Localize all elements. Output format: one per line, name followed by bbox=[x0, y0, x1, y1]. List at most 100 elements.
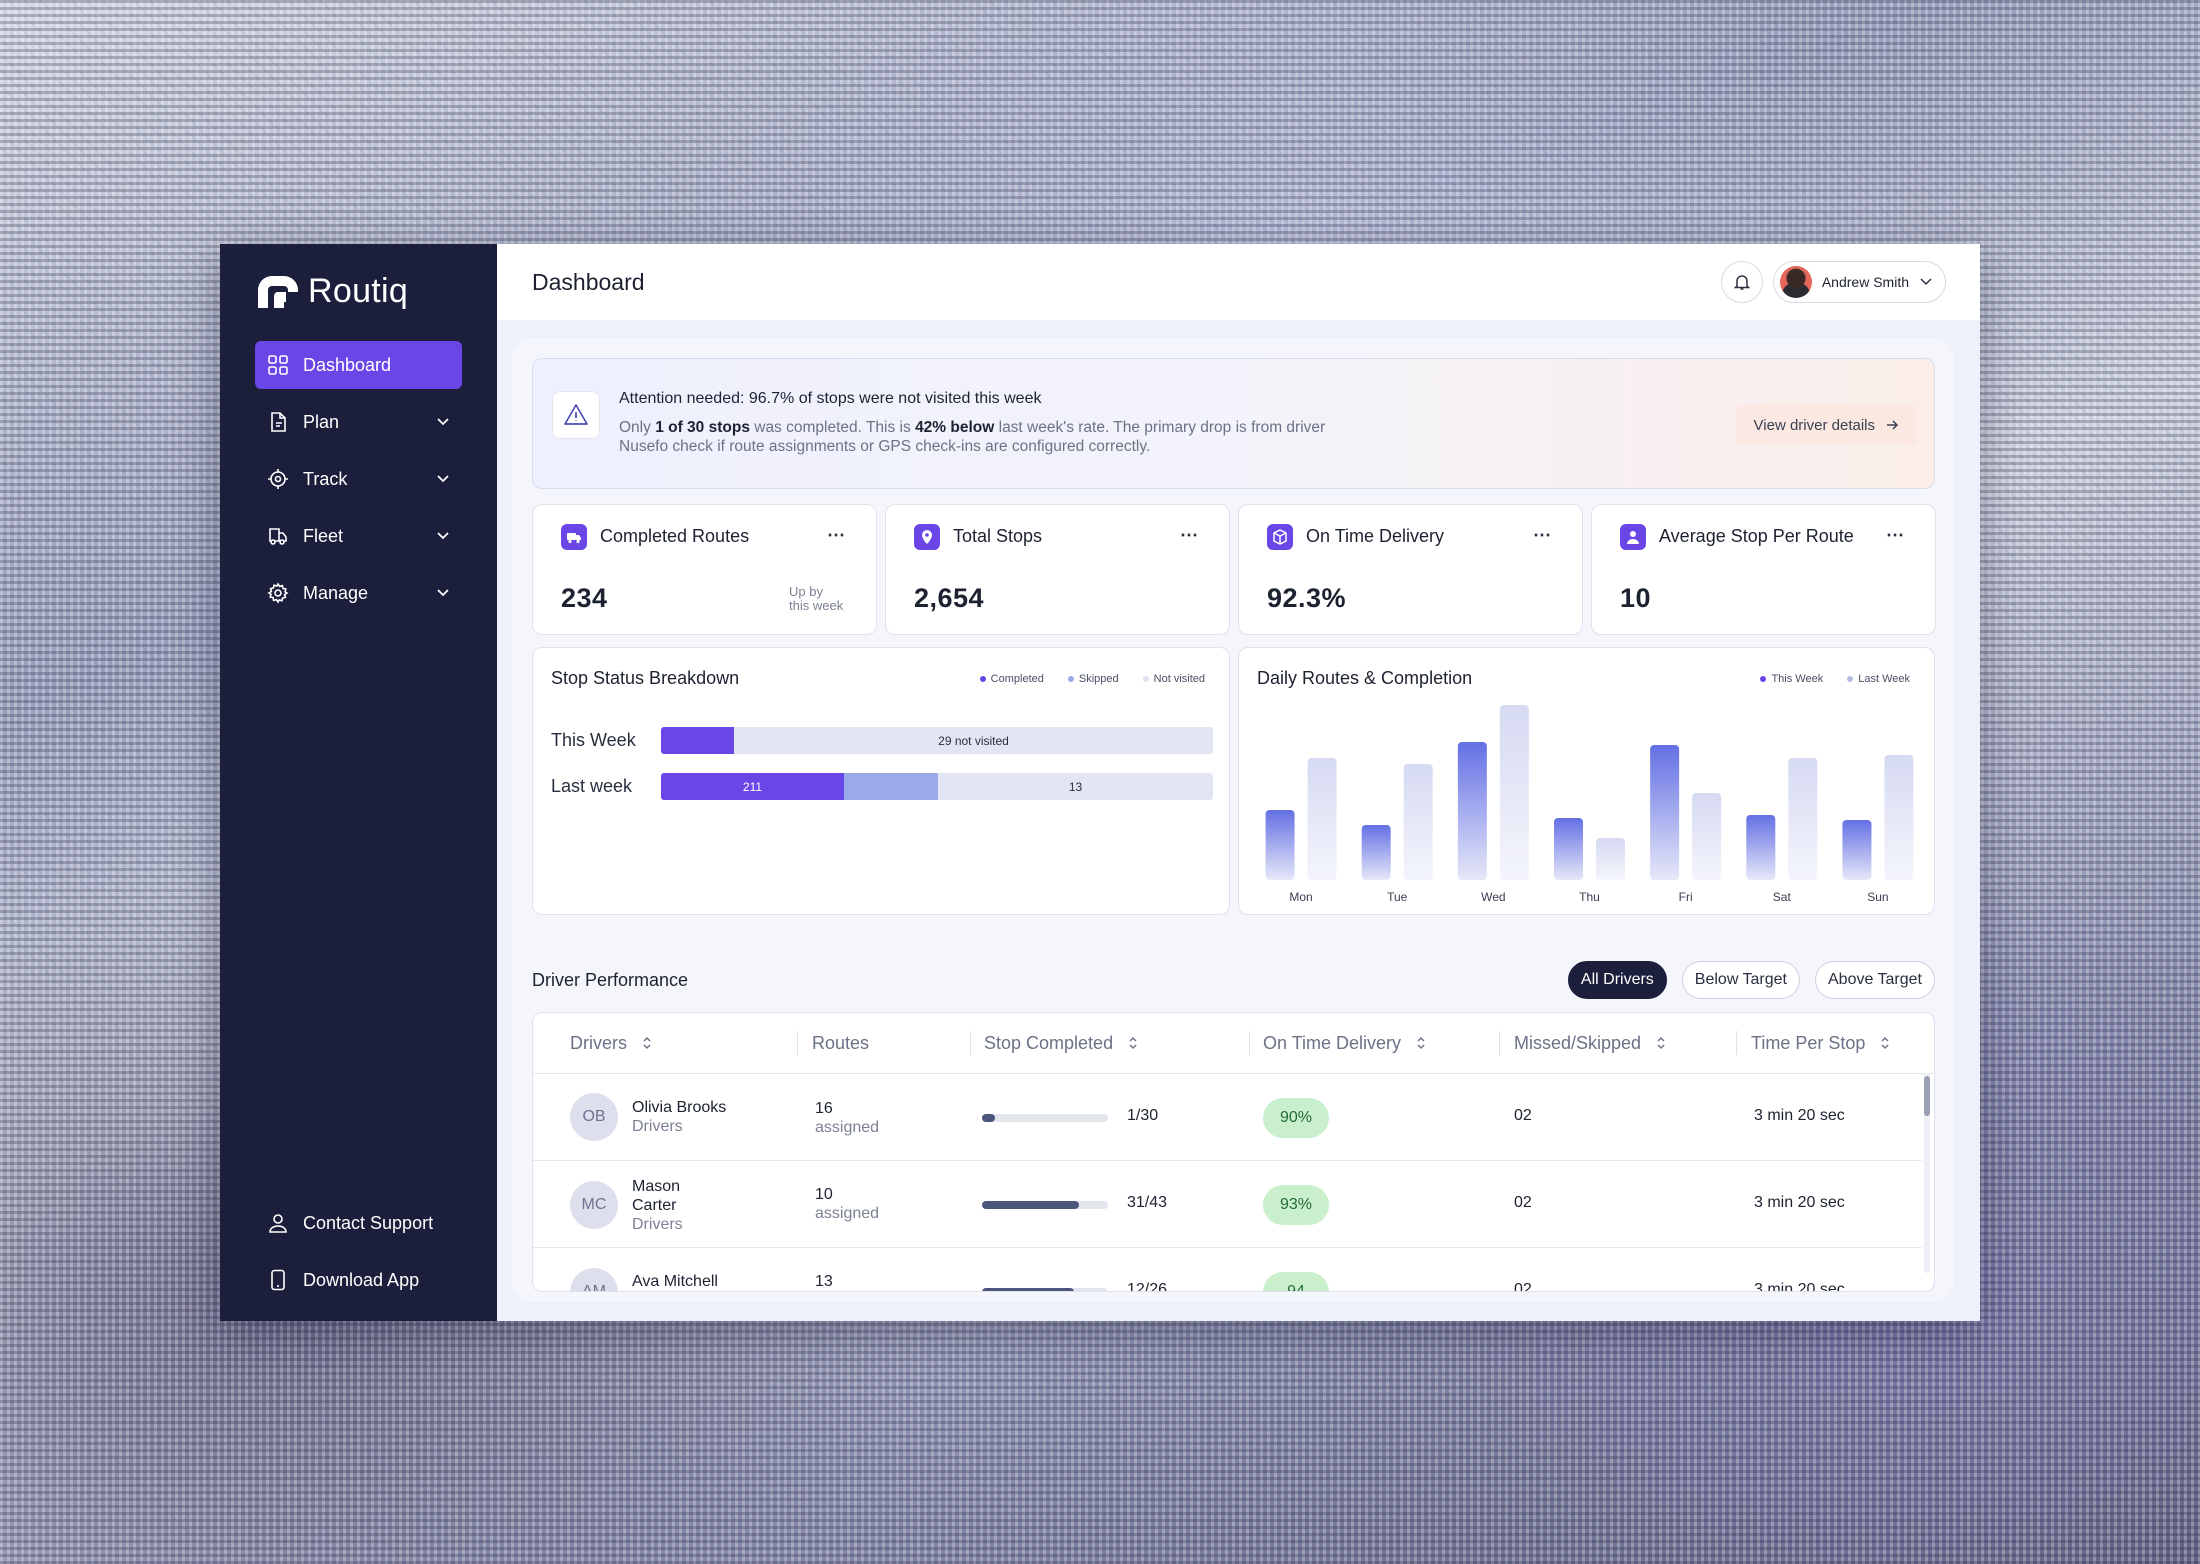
card-title: Stop Status Breakdown bbox=[551, 668, 740, 688]
missed-count: 02 bbox=[1514, 1281, 1532, 1292]
segment-skipped bbox=[844, 773, 938, 800]
sort-icon bbox=[1129, 1036, 1137, 1050]
column-header-label: Stop Completed bbox=[984, 1032, 1114, 1053]
column-header-stop-completed[interactable]: Stop Completed bbox=[984, 1013, 1139, 1073]
table-scrollbar-track[interactable] bbox=[1924, 1073, 1930, 1273]
legend-item-this-week: This Week bbox=[1760, 673, 1823, 685]
column-separator bbox=[970, 1031, 971, 1055]
driver-name: Mason Carter bbox=[632, 1178, 681, 1214]
time-per-stop: 3 min 20 sec bbox=[1754, 1281, 1845, 1292]
bar-last-week-tue[interactable] bbox=[1403, 764, 1433, 880]
stacked-bar[interactable]: 29 not visited bbox=[661, 727, 1213, 754]
app-name: Routiq bbox=[308, 272, 409, 310]
bar-last-week-fri[interactable] bbox=[1692, 793, 1722, 880]
stop-status-card: Stop Status Breakdown Completed Skipped … bbox=[532, 647, 1230, 915]
alert-title: Attention needed: 96.7% of stops were no… bbox=[619, 390, 1042, 407]
column-header-label: On Time Delivery bbox=[1263, 1032, 1402, 1053]
sidebar-item-plan[interactable]: Plan bbox=[255, 398, 462, 446]
sidebar-item-label: Track bbox=[303, 468, 348, 489]
bar-last-week-sat[interactable] bbox=[1788, 758, 1818, 880]
sort-icon bbox=[643, 1036, 651, 1050]
alert-desc-strong: 1 of 30 stops bbox=[655, 419, 750, 436]
truck-icon bbox=[561, 524, 587, 550]
logo[interactable]: Routiq bbox=[256, 272, 408, 311]
table-row[interactable]: OB Olivia Brooks Drivers 16 assigned 1/30 … bbox=[533, 1074, 1922, 1161]
x-tick-label: Mon bbox=[1289, 890, 1312, 904]
more-options-icon[interactable]: ⋯ bbox=[827, 525, 845, 545]
more-options-icon[interactable]: ⋯ bbox=[1886, 525, 1904, 545]
sidebar-item-fleet[interactable]: Fleet bbox=[255, 512, 462, 560]
bar-last-week-mon[interactable] bbox=[1307, 758, 1337, 880]
alert-desc-text: last week's rate. The primary drop is fr… bbox=[619, 419, 1326, 455]
stacked-bar[interactable]: 211 13 bbox=[661, 773, 1213, 800]
gear-icon bbox=[267, 582, 289, 604]
driver-performance-table: Drivers Routes Stop Completed On Time De… bbox=[532, 1012, 1935, 1292]
column-header-time-per-stop[interactable]: Time Per Stop bbox=[1751, 1013, 1891, 1073]
column-separator bbox=[1249, 1031, 1250, 1055]
more-options-icon[interactable]: ⋯ bbox=[1180, 525, 1198, 545]
dashboard-content: Attention needed: 96.7% of stops were no… bbox=[512, 338, 1955, 1302]
on-time-badge: 93% bbox=[1263, 1185, 1329, 1225]
bar-this-week-sun[interactable] bbox=[1842, 820, 1872, 880]
sidebar-item-track[interactable]: Track bbox=[255, 455, 462, 503]
table-row[interactable]: AM Ava MitchellDrivers 13assigned 12/26 … bbox=[533, 1248, 1922, 1292]
driver-initials-avatar: OB bbox=[570, 1093, 618, 1141]
daily-routes-card: Daily Routes & Completion This Week Last… bbox=[1238, 647, 1935, 915]
kpi-on-time-delivery: On Time Delivery ⋯ 92.3% bbox=[1238, 504, 1583, 635]
routes-count: 16 bbox=[815, 1100, 833, 1117]
sidebar-item-dashboard[interactable]: Dashboard bbox=[255, 341, 462, 389]
legend-label: Not visited bbox=[1153, 673, 1205, 685]
table-scrollbar-thumb[interactable] bbox=[1924, 1076, 1930, 1116]
stops-completed: 31/43 bbox=[1127, 1194, 1168, 1211]
contact-support-link[interactable]: Contact Support bbox=[255, 1199, 462, 1247]
kpi-label: Total Stops bbox=[953, 526, 1043, 546]
legend-item-not-visited: Not visited bbox=[1142, 673, 1205, 685]
bar-this-week-wed[interactable] bbox=[1457, 742, 1487, 880]
bar-this-week-fri[interactable] bbox=[1650, 745, 1680, 880]
legend-label: Skipped bbox=[1078, 673, 1119, 685]
column-header-missed-skipped[interactable]: Missed/Skipped bbox=[1514, 1013, 1667, 1073]
user-icon bbox=[269, 1214, 287, 1233]
routes-sub: assigned bbox=[815, 1205, 880, 1222]
bar-last-week-wed[interactable] bbox=[1499, 705, 1529, 880]
table-row[interactable]: MC Mason Carter Drivers 10 assigned 31/43 … bbox=[533, 1161, 1922, 1248]
column-header-routes[interactable]: Routes bbox=[812, 1013, 869, 1073]
view-driver-details-button[interactable]: View driver details bbox=[1735, 405, 1917, 445]
attention-alert: Attention needed: 96.7% of stops were no… bbox=[532, 358, 1935, 489]
sidebar-item-label: Fleet bbox=[303, 525, 344, 546]
stop-progress-bar bbox=[982, 1114, 1108, 1122]
user-menu-button[interactable]: Andrew Smith bbox=[1772, 261, 1946, 303]
column-header-on-time-delivery[interactable]: On Time Delivery bbox=[1263, 1013, 1427, 1073]
filter-above-target[interactable]: Above Target bbox=[1815, 961, 1935, 999]
notifications-button[interactable] bbox=[1720, 261, 1763, 303]
bar-this-week-sat[interactable] bbox=[1746, 815, 1776, 880]
bar-last-week-sun[interactable] bbox=[1884, 755, 1914, 880]
chevron-down-icon bbox=[437, 475, 449, 483]
legend-label: This Week bbox=[1771, 673, 1824, 685]
driver-cell: Olivia Brooks Drivers bbox=[632, 1098, 726, 1136]
stop-progress-fill bbox=[982, 1114, 995, 1122]
bell-icon bbox=[1733, 275, 1751, 290]
sort-icon bbox=[1881, 1036, 1889, 1050]
user-route-icon bbox=[1620, 524, 1646, 550]
kpi-average-stop-per-route: Average Stop Per Route ⋯ 10 bbox=[1591, 504, 1936, 635]
filter-all-drivers[interactable]: All Drivers bbox=[1567, 961, 1667, 999]
download-app-link[interactable]: Download App bbox=[255, 1256, 462, 1304]
row-label: This Week bbox=[551, 730, 636, 750]
bar-last-week-thu[interactable] bbox=[1596, 838, 1625, 880]
bar-this-week-mon[interactable] bbox=[1265, 810, 1295, 880]
bar-this-week-tue[interactable] bbox=[1361, 825, 1391, 880]
more-options-icon[interactable]: ⋯ bbox=[1533, 525, 1551, 545]
arrow-right-icon bbox=[1887, 420, 1899, 430]
main-area: Dashboard Andrew Smith Attention needed:… bbox=[497, 244, 1980, 1321]
legend-label: Last Week bbox=[1858, 673, 1910, 685]
bar-this-week-thu[interactable] bbox=[1554, 818, 1583, 880]
column-header-drivers[interactable]: Drivers bbox=[570, 1013, 653, 1073]
segment-completed: 211 bbox=[661, 773, 844, 800]
grid-icon bbox=[268, 355, 288, 375]
sidebar-item-manage[interactable]: Manage bbox=[255, 569, 462, 617]
stops-completed: 12/26 bbox=[1127, 1281, 1168, 1292]
user-name: Andrew Smith bbox=[1821, 274, 1909, 290]
driver-initials-avatar: MC bbox=[570, 1181, 618, 1229]
filter-below-target[interactable]: Below Target bbox=[1681, 961, 1800, 999]
